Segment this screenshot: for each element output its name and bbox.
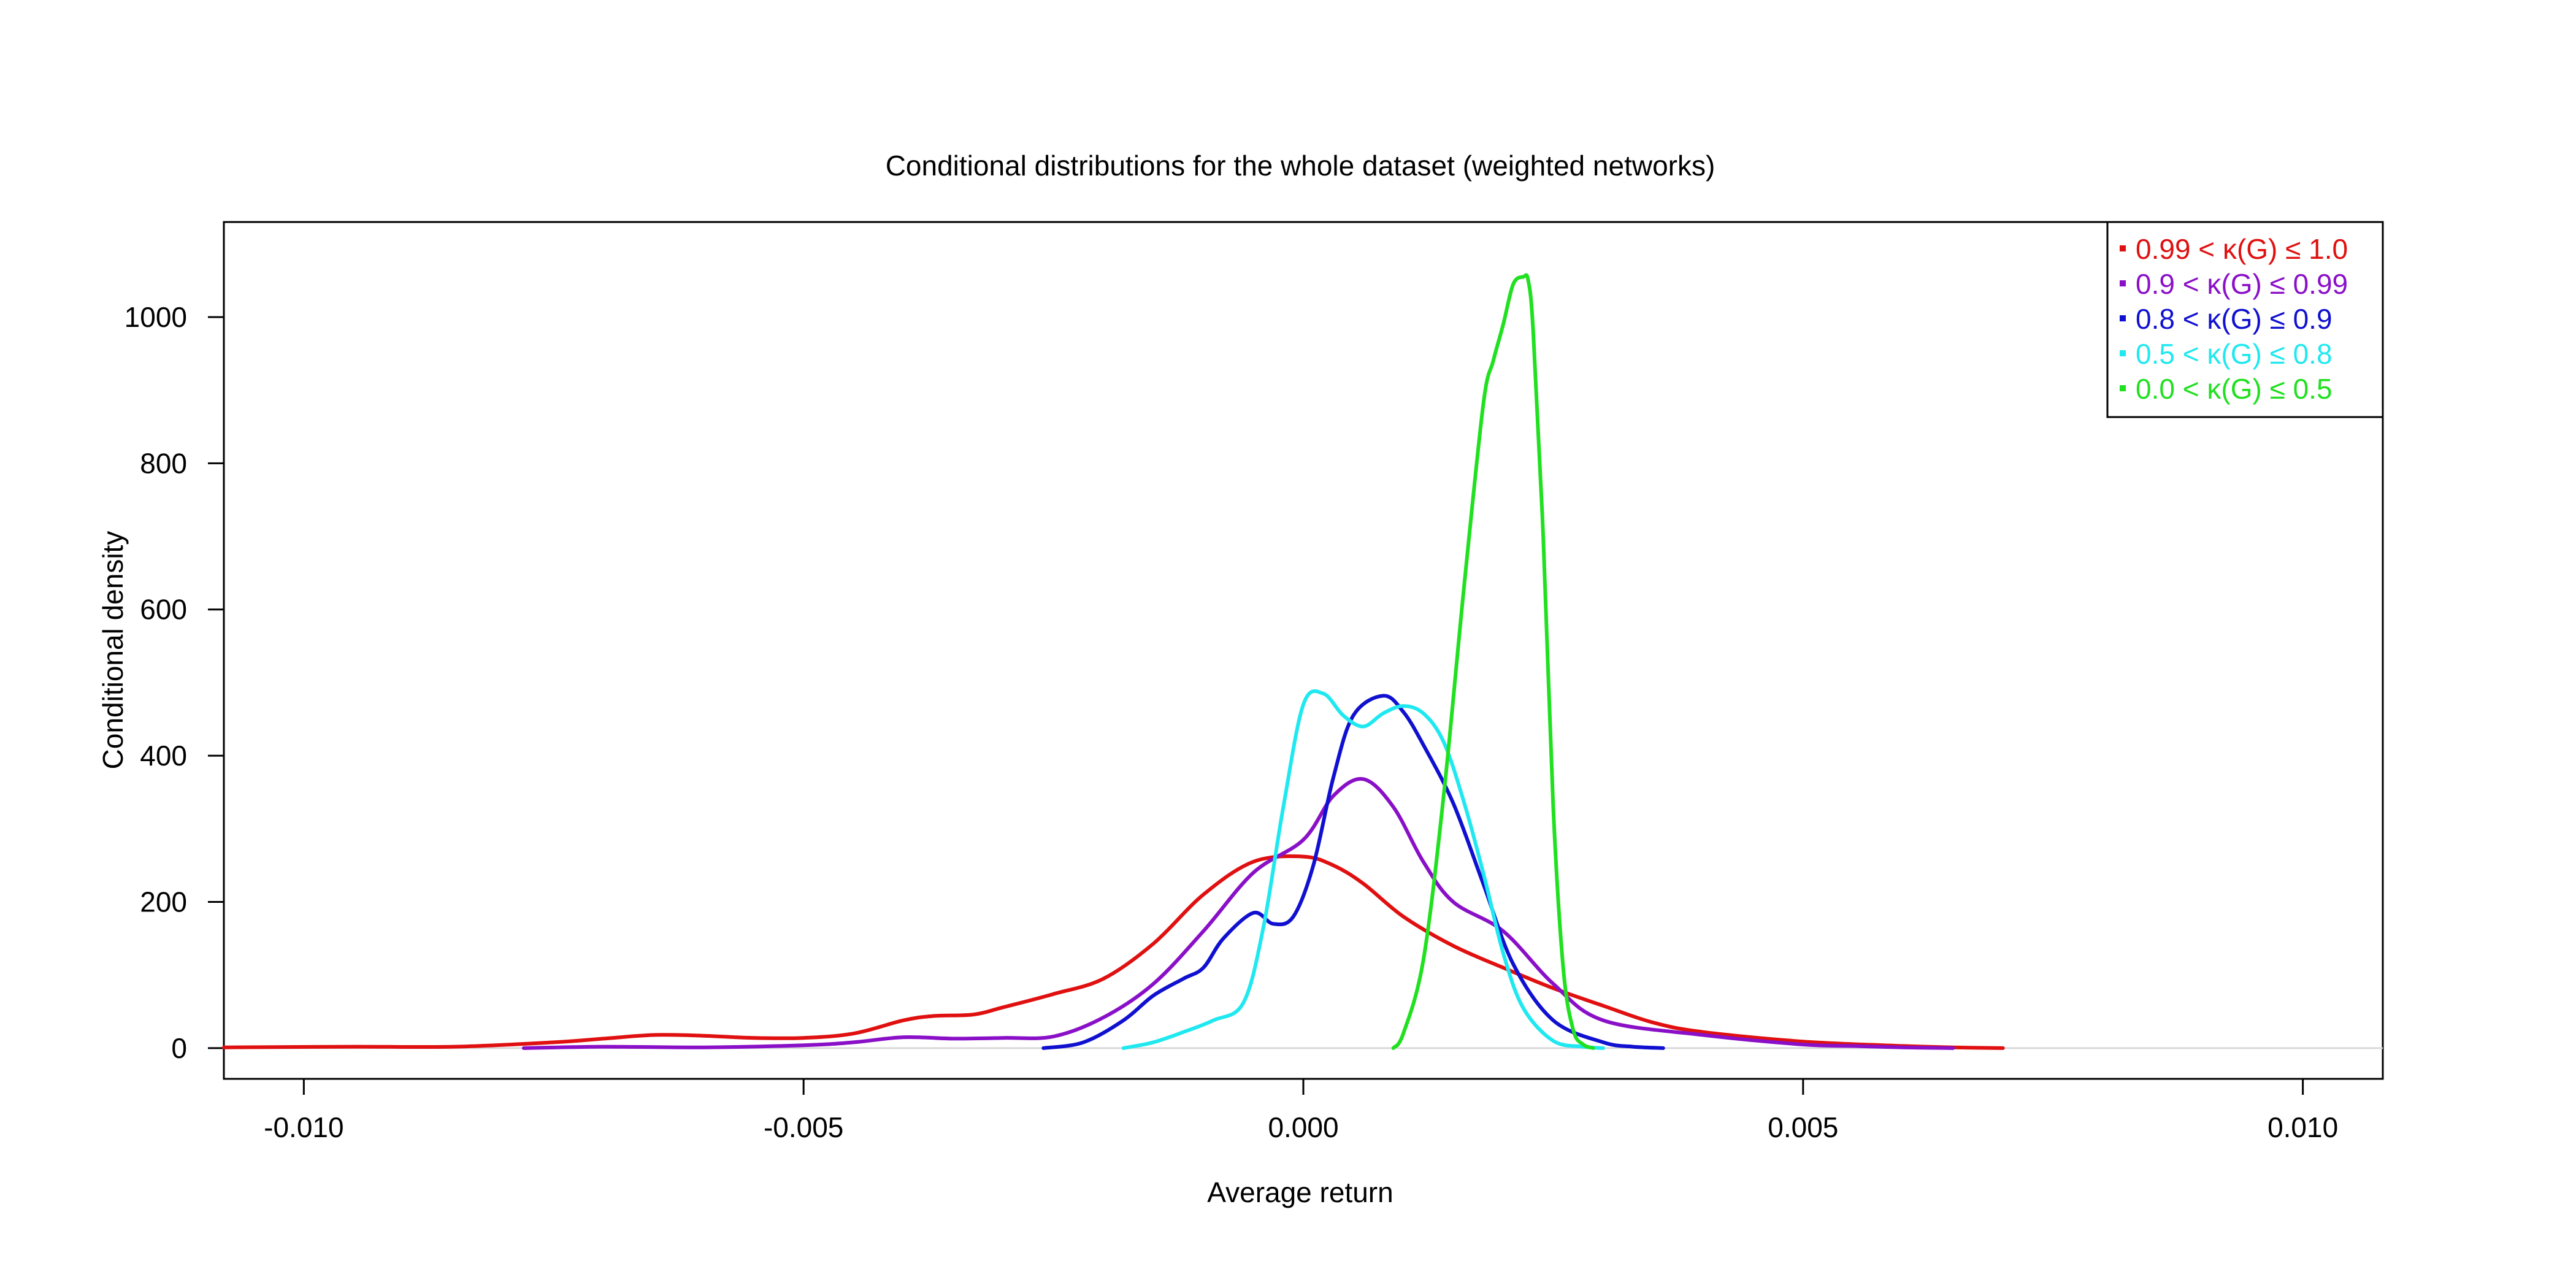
plot-frame	[223, 221, 2384, 1080]
y-tick-label: 800	[140, 447, 187, 479]
y-tick-label: 0	[171, 1032, 187, 1064]
legend-swatch	[2120, 385, 2126, 391]
legend-box	[2106, 221, 2384, 418]
series-lines	[222, 273, 2005, 1050]
y-tick-label: 200	[140, 886, 187, 918]
x-tick-label: -0.010	[264, 1111, 343, 1143]
y-axis-label: Conditional density	[97, 531, 129, 770]
x-tick-label: 0.010	[2267, 1111, 2338, 1143]
legend-swatch	[2120, 280, 2126, 286]
series-line-3	[1041, 694, 1665, 1050]
legend-entry: 0.9 < κ(G) ≤ 0.99	[2136, 268, 2348, 300]
y-tick-label: 1000	[125, 301, 187, 333]
x-tick-label: 0.000	[1268, 1111, 1338, 1143]
x-axis-label: Average return	[1207, 1176, 1393, 1208]
legend-swatch	[2120, 315, 2126, 321]
y-tick-label: 400	[140, 740, 187, 772]
y-tick-label: 600	[140, 594, 187, 626]
axes: -0.010 -0.005 0.000 0.005 0.010 0 200 400 600 800…	[125, 301, 2383, 1143]
series-line-2	[521, 776, 1955, 1050]
legend-entry: 0.8 < κ(G) ≤ 0.9	[2136, 303, 2333, 335]
x-tick-label: -0.005	[764, 1111, 843, 1143]
legend-entry: 0.5 < κ(G) ≤ 0.8	[2136, 338, 2333, 370]
series-line-4	[1121, 689, 1605, 1050]
legend-swatch	[2120, 350, 2126, 356]
legend-swatch	[2120, 245, 2126, 251]
series-line-5	[1391, 273, 1595, 1050]
legend: 0.99 < κ(G) ≤ 1.00.9 < κ(G) ≤ 0.990.8 < …	[2106, 221, 2384, 418]
legend-entry: 0.0 < κ(G) ≤ 0.5	[2136, 373, 2333, 405]
legend-entry: 0.99 < κ(G) ≤ 1.0	[2136, 233, 2348, 265]
series-line-1	[222, 854, 2005, 1050]
chart-title: Conditional distributions for the whole …	[886, 150, 1715, 182]
x-tick-label: 0.005	[1768, 1111, 1838, 1143]
